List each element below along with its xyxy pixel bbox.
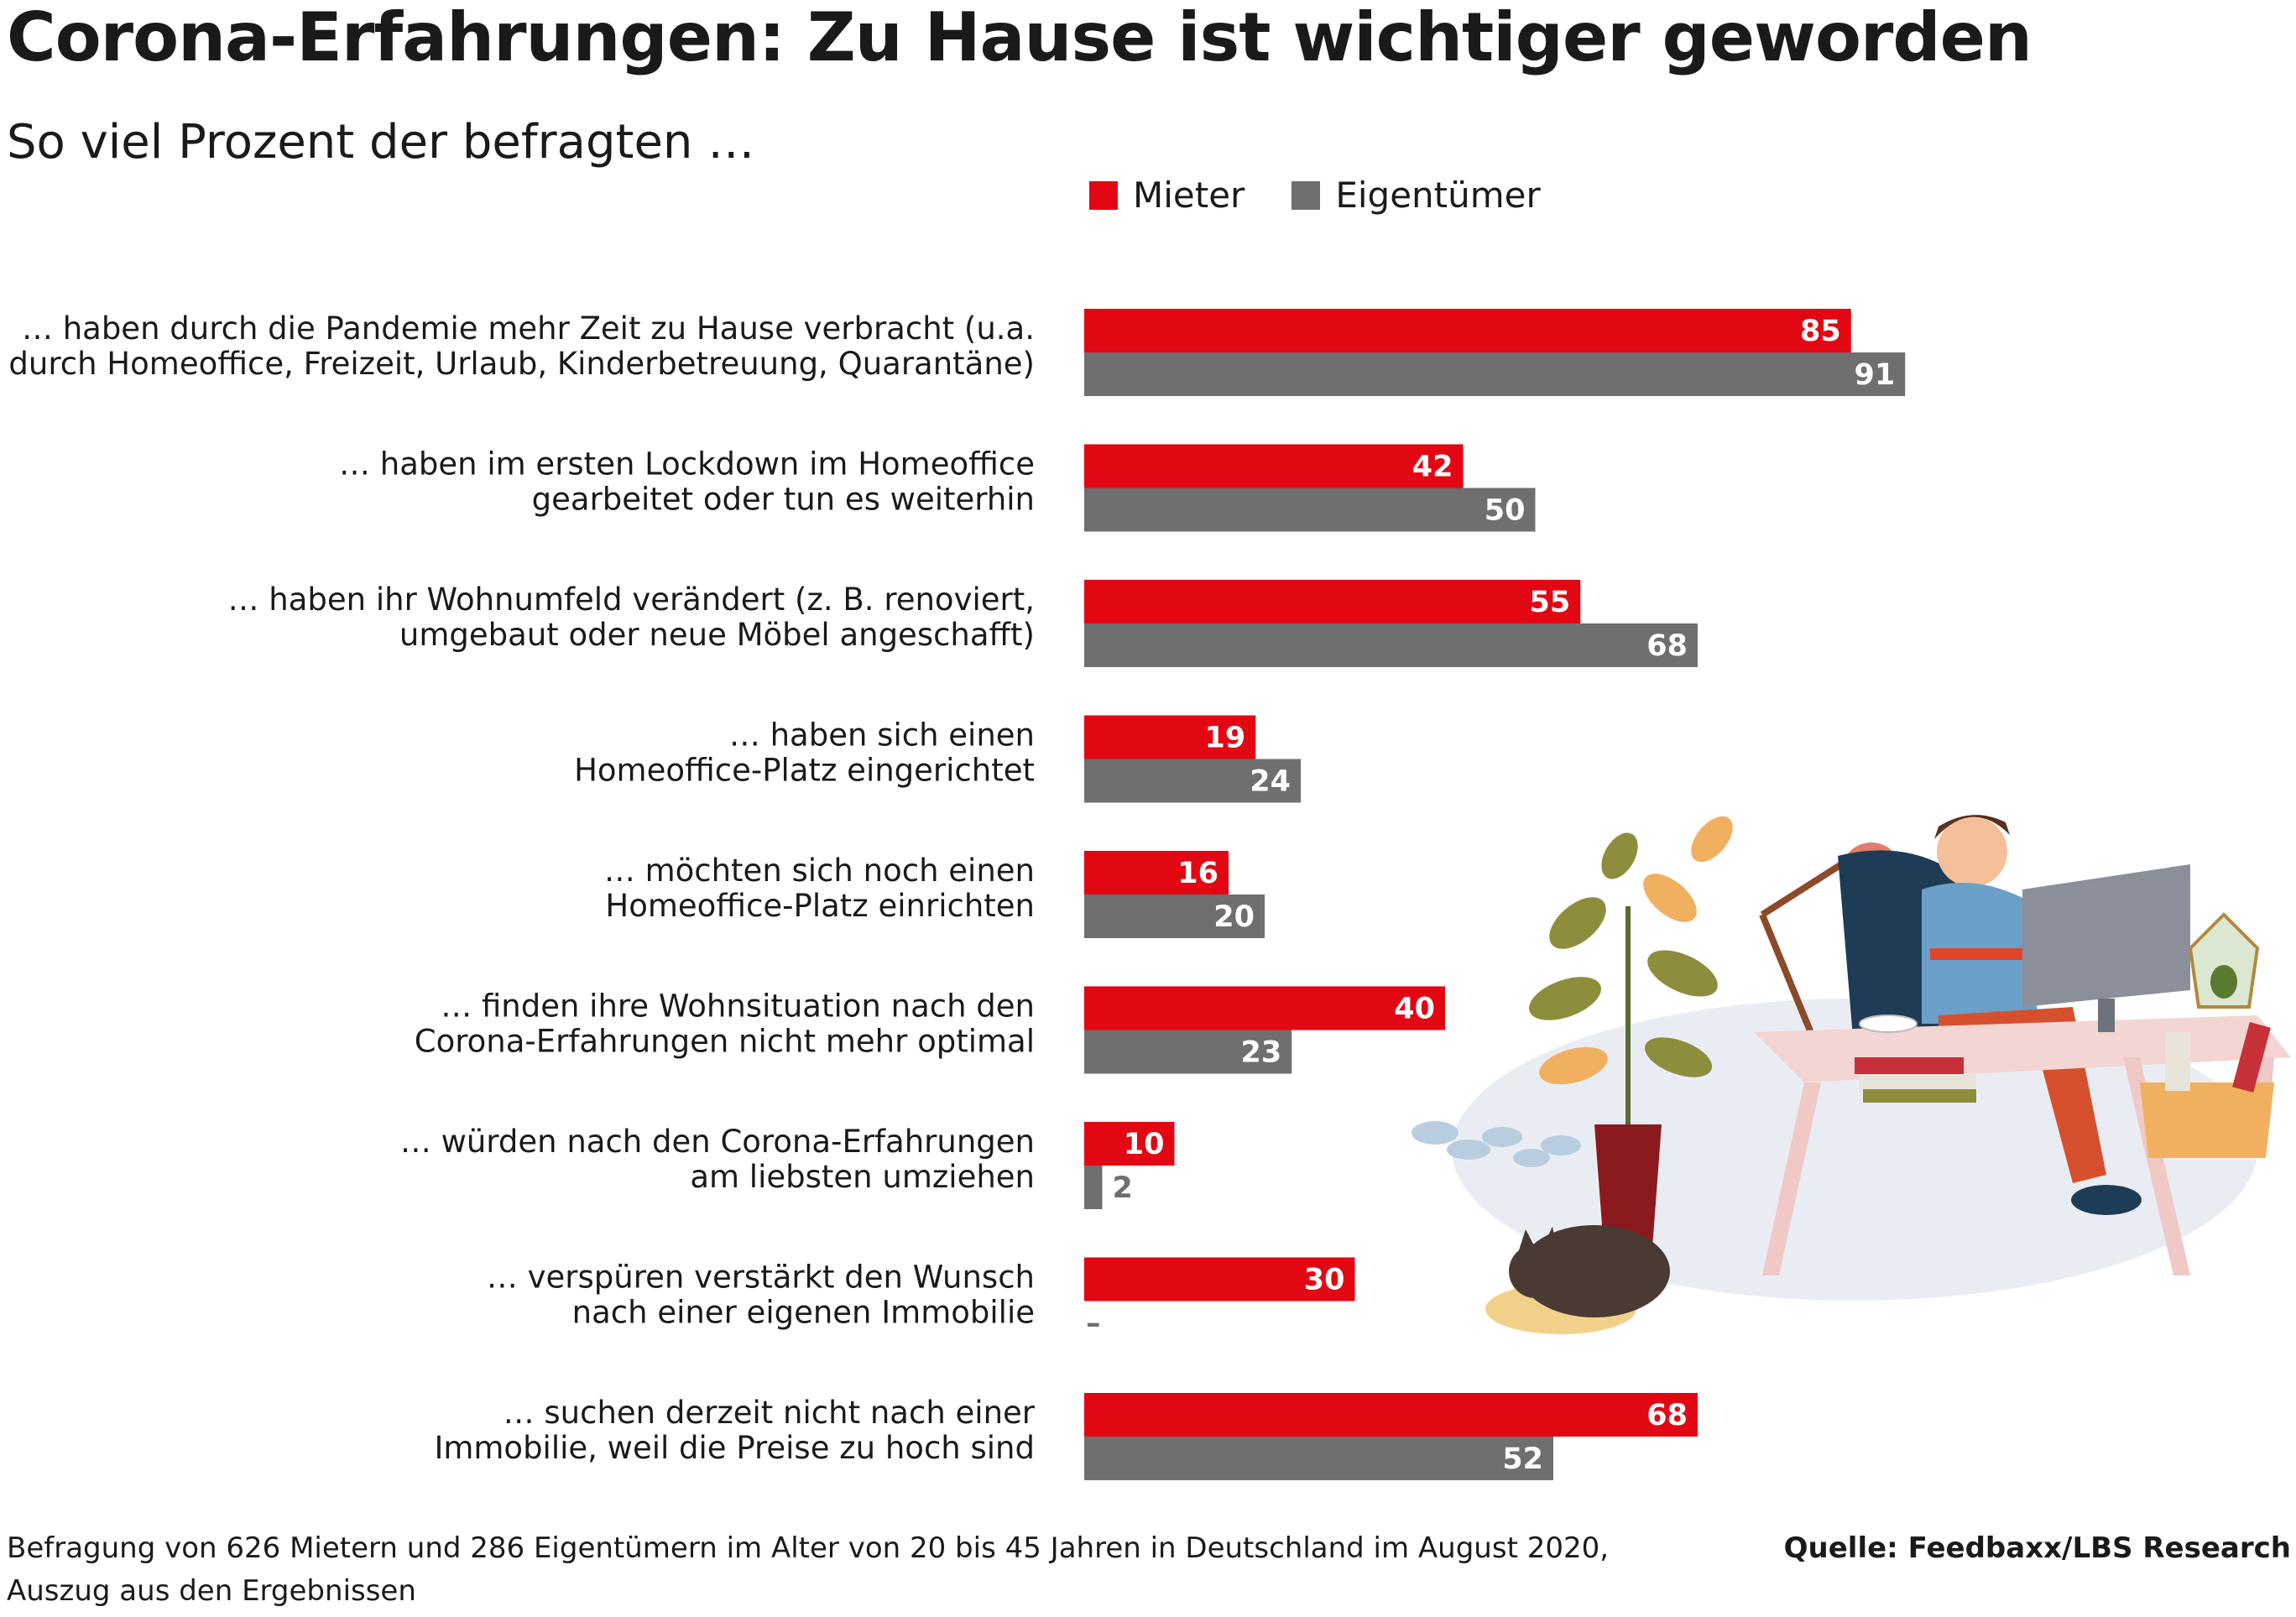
category-label: am liebsten umziehen [690,1159,1035,1195]
legend-label-eigentuemer: Eigentümer [1335,175,1541,216]
bar-mieter [1084,715,1256,759]
category-label: Immobilie, weil die Preise zu hoch sind [434,1430,1035,1466]
chart-subtitle: So viel Prozent der befragten … [7,115,755,170]
value-label: 2 [1113,1171,1133,1205]
plant-icon [1529,816,1733,1259]
value-label: 91 [1855,358,1896,392]
cup-icon [1859,1015,1918,1033]
category-label: … haben ihr Wohnumfeld verändert (z. B. … [228,582,1036,618]
legend-swatch-mieter [1089,180,1118,210]
value-label: 42 [1412,451,1453,484]
bar-eigentuemer [1084,895,1265,938]
category-label: durch Homeoffice, Freizeit, Urlaub, Kind… [8,346,1035,382]
bar-eigentuemer [1084,759,1301,803]
value-label: 23 [1241,1036,1282,1070]
terrarium-icon [2188,912,2260,1009]
value-label: 40 [1394,993,1435,1026]
footnote: Befragung von 626 Mietern und 286 Eigent… [7,1527,1609,1613]
bar-mieter [1084,986,1445,1030]
legend-label-mieter: Mieter [1133,175,1245,216]
bar-mieter [1084,580,1581,623]
category-label: … möchten sich noch einen [604,853,1035,889]
home-office-illustration [1412,815,2291,1334]
category-label: … würden nach den Corona-Erfahrungen [400,1124,1035,1160]
value-label: 55 [1530,586,1571,619]
category-label: … haben im ersten Lockdown im Homeoffice [339,446,1035,482]
legend-item-eigentuemer: Eigentümer [1292,175,1541,216]
legend-item-mieter: Mieter [1089,175,1245,216]
bar-chart: … haben durch die Pandemie mehr Zeit zu … [8,309,1906,1480]
bar-eigentuemer [1084,1166,1103,1209]
bar-mieter [1084,444,1464,488]
source-credit: Quelle: Feedbaxx/LBS Research [1783,1531,2291,1565]
bar-mieter [1084,1257,1355,1301]
category-label: … finden ihre Wohnsituation nach den [441,988,1035,1025]
basket-icon [2140,1021,2274,1158]
category-label: … haben durch die Pandemie mehr Zeit zu … [22,310,1035,347]
legend: Mieter Eigentümer [1089,175,1588,216]
value-label: 50 [1485,494,1526,528]
bar-eigentuemer [1084,623,1698,667]
bar-mieter [1084,1122,1175,1166]
bar-eigentuemer [1084,1030,1292,1074]
bar-mieter [1084,851,1229,895]
category-label: Corona-Erfahrungen nicht mehr optimal [415,1024,1035,1060]
value-label: 30 [1304,1264,1345,1297]
value-label: 52 [1502,1442,1543,1476]
leaf-shadow-icon [1412,1121,1581,1167]
footnote-line-2: Auszug aus den Ergebnissen [7,1574,416,1608]
value-label: 68 [1646,1399,1688,1432]
value-label: – [1086,1307,1101,1341]
books-icon [1855,1057,1976,1103]
category-label: … suchen derzeit nicht nach einer [504,1395,1036,1431]
value-label: 24 [1250,765,1291,799]
value-label: 16 [1177,857,1218,890]
bar-eigentuemer [1084,488,1536,532]
chart-title: Corona-Erfahrungen: Zu Hause ist wichtig… [7,0,2032,76]
category-label: … verspüren verstärkt den Wunsch [487,1260,1035,1296]
footnote-line-1: Befragung von 626 Mietern und 286 Eigent… [7,1531,1610,1565]
value-label: 68 [1646,629,1688,663]
category-label: … haben sich einen [729,717,1035,754]
monitor-icon [2022,864,2190,1032]
category-label: Homeoffice-Platz eingerichtet [574,753,1035,789]
bar-eigentuemer [1084,352,1906,396]
category-label: umgebaut oder neue Möbel angeschafft) [399,617,1035,653]
cat-icon [1485,1225,1670,1334]
bar-eigentuemer [1084,1437,1553,1480]
value-label: 20 [1213,900,1255,934]
value-label: 85 [1800,315,1841,348]
value-label: 10 [1124,1128,1165,1161]
bar-mieter [1084,309,1851,352]
value-label: 19 [1205,722,1246,755]
category-label: Homeoffice-Platz einrichten [605,888,1035,924]
legend-swatch-eigentuemer [1292,180,1321,210]
bar-mieter [1084,1393,1698,1437]
category-label: gearbeitet oder tun es weiterhin [532,482,1035,518]
category-label: nach einer eigenen Immobilie [572,1295,1035,1331]
